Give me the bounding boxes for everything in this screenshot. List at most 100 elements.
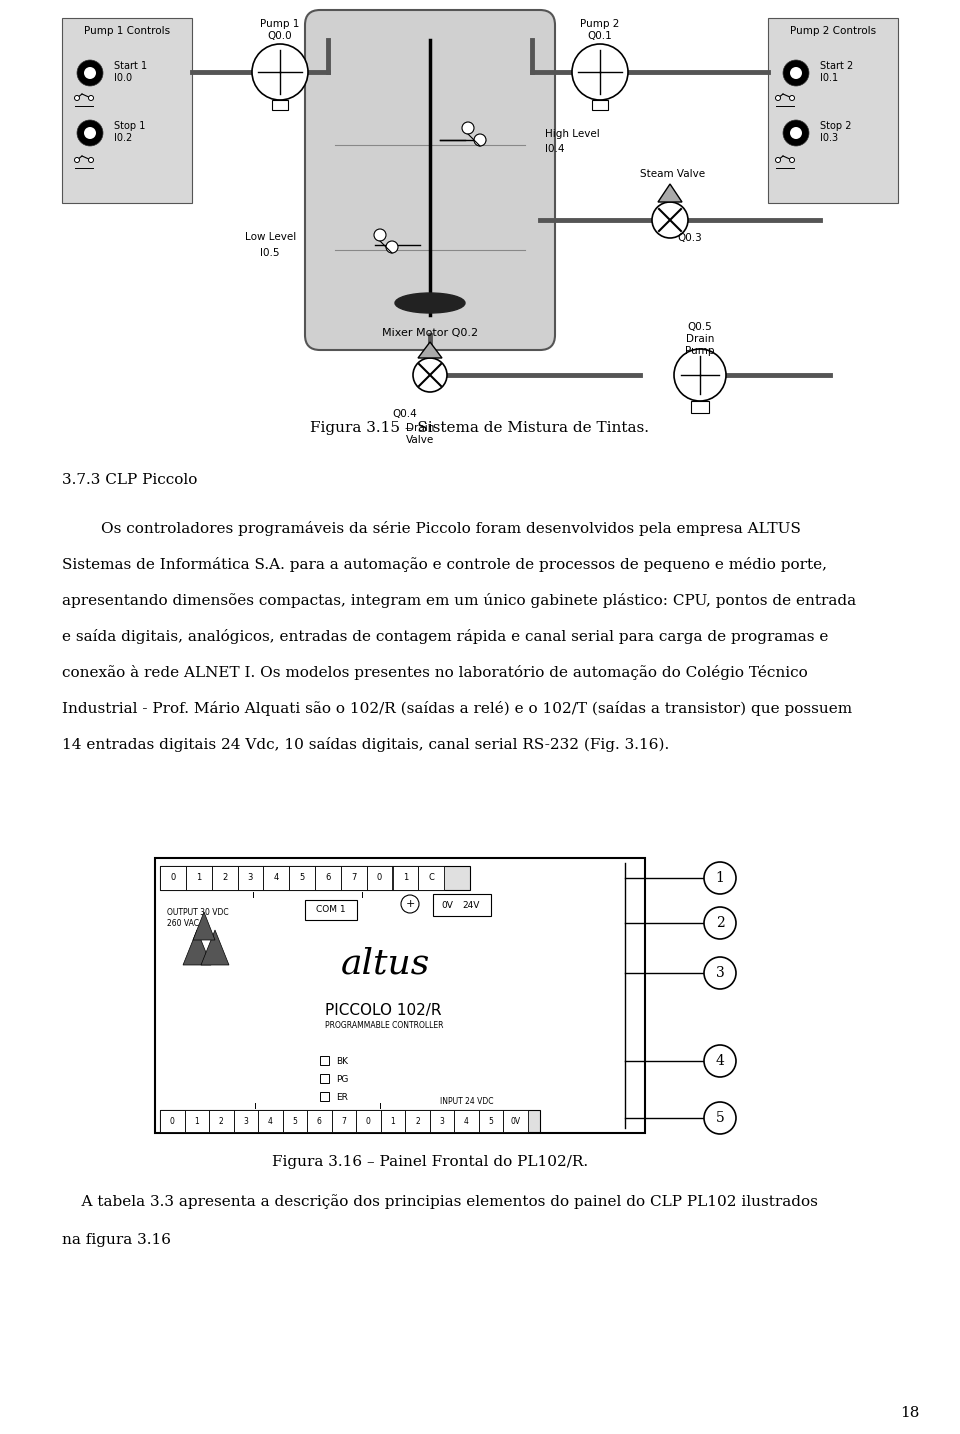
Text: I0.1: I0.1 (820, 73, 838, 83)
Circle shape (252, 44, 308, 100)
Circle shape (75, 158, 80, 162)
Text: 3: 3 (244, 1117, 249, 1126)
Text: Q0.5: Q0.5 (687, 323, 712, 333)
Circle shape (776, 158, 780, 162)
Circle shape (652, 202, 688, 238)
Circle shape (84, 67, 96, 79)
Circle shape (789, 96, 795, 100)
Circle shape (789, 158, 795, 162)
Bar (289, 866, 315, 891)
Bar (237, 866, 263, 891)
Text: 4: 4 (715, 1054, 725, 1068)
Text: Os controladores programáveis da série Piccolo foram desenvolvidos pela empresa : Os controladores programáveis da série P… (62, 521, 801, 535)
Text: 0: 0 (170, 873, 176, 882)
Text: 0: 0 (366, 1117, 371, 1126)
Bar (405, 1110, 430, 1131)
Text: Steam Valve: Steam Valve (640, 169, 706, 179)
Text: OUTPUT 30 VDC
260 VAC: OUTPUT 30 VDC 260 VAC (167, 908, 228, 928)
Text: I0.2: I0.2 (114, 133, 132, 143)
Bar (320, 1074, 329, 1083)
Circle shape (77, 120, 103, 146)
Text: 5: 5 (715, 1111, 725, 1126)
Text: Drain: Drain (685, 334, 714, 344)
Circle shape (704, 1045, 736, 1077)
Text: 18: 18 (900, 1405, 920, 1420)
Circle shape (88, 158, 93, 162)
Text: High Level: High Level (545, 129, 600, 139)
Bar (282, 1110, 307, 1131)
Bar (341, 866, 367, 891)
Circle shape (790, 128, 802, 139)
Circle shape (704, 956, 736, 989)
Text: apresentando dimensões compactas, integram em um único gabinete plástico: CPU, p: apresentando dimensões compactas, integr… (62, 592, 856, 608)
Text: 3: 3 (715, 967, 725, 979)
Text: 7: 7 (351, 873, 356, 882)
Polygon shape (183, 931, 211, 965)
Text: Q0.0: Q0.0 (268, 32, 292, 42)
Text: 1: 1 (403, 873, 408, 882)
Text: Sistemas de Informática S.A. para a automação e controle de processos de pequeno: Sistemas de Informática S.A. para a auto… (62, 556, 827, 572)
Text: Start 1: Start 1 (114, 62, 147, 72)
Text: altus: altus (341, 946, 430, 979)
Circle shape (704, 906, 736, 939)
Text: e saída digitais, analógicos, entradas de contagem rápida e canal serial para ca: e saída digitais, analógicos, entradas d… (62, 628, 828, 644)
Text: 1: 1 (715, 870, 725, 885)
Bar (209, 1110, 233, 1131)
Text: Stop 2: Stop 2 (820, 120, 852, 130)
Bar (430, 1110, 454, 1131)
Circle shape (783, 60, 809, 86)
Text: 0V: 0V (511, 1117, 520, 1126)
Text: 6: 6 (325, 873, 330, 882)
Bar (272, 100, 288, 110)
Text: 5: 5 (489, 1117, 493, 1126)
Text: I0.3: I0.3 (820, 133, 838, 143)
Bar (367, 866, 393, 891)
Text: 5: 5 (293, 1117, 298, 1126)
Text: I0.0: I0.0 (114, 73, 132, 83)
Bar (315, 866, 341, 891)
Text: 1: 1 (196, 873, 202, 882)
Text: +: + (405, 899, 415, 909)
Polygon shape (201, 931, 229, 965)
Bar (263, 866, 289, 891)
FancyBboxPatch shape (433, 893, 491, 916)
Text: 3.7.3 CLP Piccolo: 3.7.3 CLP Piccolo (62, 473, 198, 488)
Circle shape (386, 241, 398, 252)
Bar (62, 19, 192, 204)
Bar (184, 1110, 209, 1131)
Bar (160, 1110, 184, 1131)
Bar (211, 866, 237, 891)
Text: 4: 4 (268, 1117, 273, 1126)
Circle shape (704, 1101, 736, 1134)
Circle shape (783, 120, 809, 146)
Text: A tabela 3.3 apresenta a descrição dos principias elementos do painel do CLP PL1: A tabela 3.3 apresenta a descrição dos p… (62, 1195, 818, 1209)
Text: Valve: Valve (406, 435, 434, 445)
Text: 4: 4 (274, 873, 278, 882)
Bar (691, 402, 709, 413)
Text: I0.5: I0.5 (260, 248, 279, 258)
Circle shape (674, 348, 726, 402)
Bar (503, 1110, 528, 1131)
Text: Low Level: Low Level (245, 232, 297, 242)
Text: BK: BK (336, 1057, 348, 1065)
Text: 4: 4 (464, 1117, 468, 1126)
Bar (258, 1110, 282, 1131)
Circle shape (474, 133, 486, 146)
Text: PICCOLO 102/R: PICCOLO 102/R (325, 1004, 442, 1018)
FancyBboxPatch shape (305, 10, 555, 350)
Text: Stop 1: Stop 1 (114, 120, 145, 130)
Circle shape (462, 122, 474, 133)
Text: 0: 0 (377, 873, 382, 882)
Bar (592, 100, 608, 110)
FancyBboxPatch shape (305, 901, 357, 921)
Text: 0V: 0V (441, 901, 453, 909)
Circle shape (704, 862, 736, 893)
Text: 1: 1 (391, 1117, 396, 1126)
Text: Pump 1: Pump 1 (260, 19, 300, 29)
Polygon shape (418, 341, 442, 358)
Bar (155, 858, 645, 1133)
Text: Drain: Drain (406, 423, 434, 433)
Text: Mixer Motor Q0.2: Mixer Motor Q0.2 (382, 328, 478, 338)
Text: Start 2: Start 2 (820, 62, 853, 72)
Bar (160, 1110, 540, 1131)
